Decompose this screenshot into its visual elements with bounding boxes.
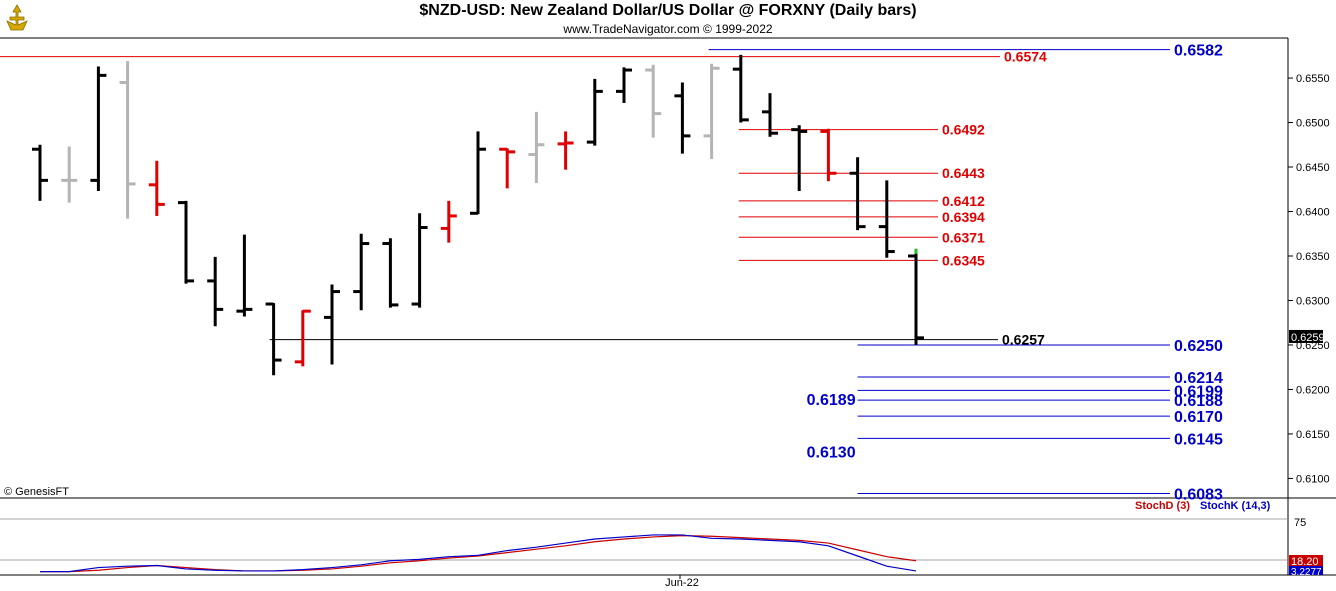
x-tick-label: Jun-22: [665, 577, 699, 589]
level-label: 0.6371: [942, 229, 985, 245]
y-tick-label: 0.6500: [1296, 118, 1330, 130]
y-tick-label: 0.6400: [1296, 207, 1330, 219]
level-label: 0.6582: [1174, 43, 1223, 60]
y-tick-label: 0.6350: [1296, 251, 1330, 263]
y-axis: 0.6100 0.6150 0.6200 0.6250 0.6300 0.6350 0.64…: [1288, 73, 1330, 485]
level-label: 0.6492: [942, 122, 985, 138]
last-price-box: [1289, 329, 1323, 343]
stoch-k-legend: StochK (14,3): [1200, 500, 1271, 512]
stoch-k-line: [40, 534, 917, 573]
y-tick-label: 0.6550: [1296, 73, 1330, 85]
stochastic-panel: [40, 534, 917, 573]
level-label: 0.6199: [1174, 383, 1223, 400]
stoch-d-last-box: [1289, 555, 1323, 567]
chart-title: $NZD-USD: New Zealand Dollar/US Dollar @…: [419, 2, 917, 19]
level-label: 0.6574: [1004, 49, 1047, 65]
level-label: 0.6250: [1174, 338, 1223, 355]
ohlc-bars: [32, 54, 924, 376]
y-tick-label: 0.6200: [1296, 384, 1330, 396]
level-label: 0.6189: [807, 392, 856, 409]
y-tick-label: 0.6450: [1296, 162, 1330, 174]
level-label: 0.6214: [1174, 370, 1223, 387]
level-label: 0.6394: [942, 209, 985, 225]
stoch-d-line: [40, 534, 917, 573]
y-tick-label: 0.6100: [1296, 473, 1330, 485]
genesis-logo-icon: [6, 4, 28, 31]
stoch-k-last-box: [1289, 566, 1323, 575]
stoch-d-last-value: 18.20: [1291, 556, 1319, 568]
level-label: 0.6188: [1174, 393, 1223, 410]
stoch-tick-75: 75: [1294, 517, 1306, 529]
level-label: 0.6412: [942, 193, 985, 209]
level-label: 0.6345: [942, 252, 985, 268]
chart-subtitle: www.TradeNavigator.com © 1999-2022: [563, 22, 773, 36]
level-label: 0.6257: [1002, 332, 1045, 348]
last-price-label: 0.6259: [1291, 332, 1325, 344]
level-label: 0.6130: [807, 445, 856, 462]
stoch-d-legend: StochD (3): [1135, 500, 1190, 512]
level-label: 0.6145: [1174, 431, 1223, 448]
stoch-k-last-value: 3.2277: [1291, 567, 1322, 578]
y-tick-label: 0.6300: [1296, 295, 1330, 307]
level-label: 0.6443: [942, 165, 985, 181]
y-tick-label: 0.6150: [1296, 429, 1330, 441]
copyright-label: © GenesisFT: [4, 486, 69, 498]
level-label: 0.6083: [1174, 487, 1223, 504]
y-tick-label: 0.6250: [1296, 340, 1330, 352]
level-label: 0.6170: [1174, 409, 1223, 426]
